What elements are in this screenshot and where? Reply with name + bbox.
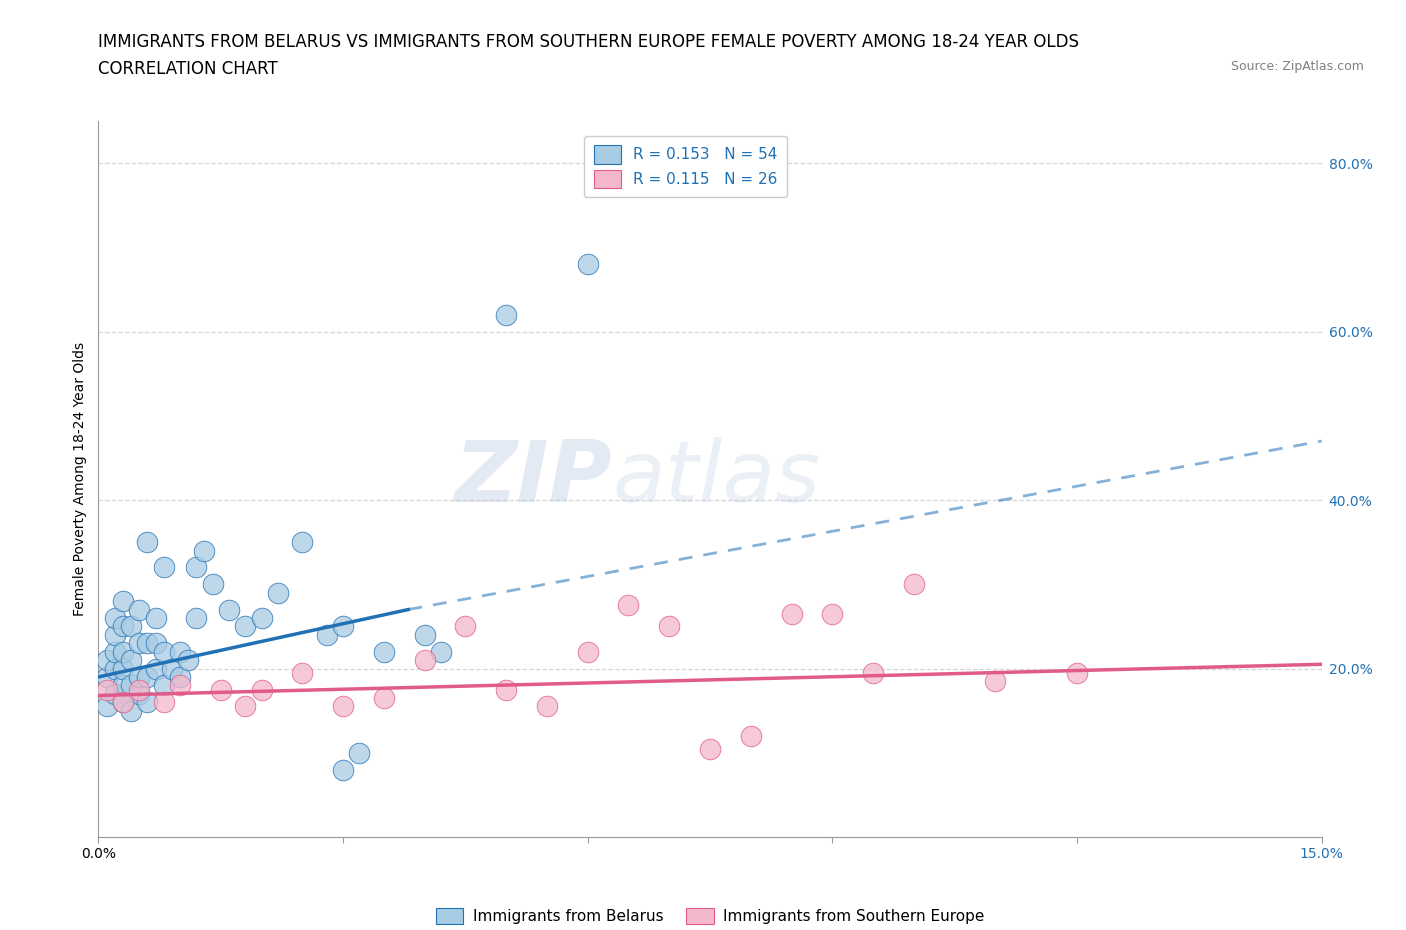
Point: [136, 670, 159, 684]
Point: [136, 695, 159, 710]
Point: [291, 665, 314, 680]
Point: [136, 535, 159, 550]
Point: [152, 695, 174, 710]
Point: [120, 703, 142, 718]
Point: [96, 670, 118, 684]
Point: [96, 699, 118, 714]
Point: [145, 636, 167, 651]
Point: [145, 661, 167, 676]
Point: [193, 543, 215, 558]
Point: [104, 644, 127, 659]
Point: [454, 619, 477, 634]
Point: [104, 661, 127, 676]
Point: [145, 610, 167, 625]
Point: [576, 257, 599, 272]
Point: [821, 606, 844, 621]
Point: [111, 661, 134, 676]
Point: [96, 653, 118, 668]
Legend: Immigrants from Belarus, Immigrants from Southern Europe: Immigrants from Belarus, Immigrants from…: [430, 902, 990, 930]
Point: [291, 535, 314, 550]
Point: [136, 636, 159, 651]
Point: [658, 619, 681, 634]
Point: [186, 610, 208, 625]
Text: atlas: atlas: [612, 437, 820, 521]
Point: [160, 661, 183, 676]
Point: [169, 670, 191, 684]
Point: [332, 763, 354, 777]
Text: ZIP: ZIP: [454, 437, 612, 521]
Y-axis label: Female Poverty Among 18-24 Year Olds: Female Poverty Among 18-24 Year Olds: [73, 342, 87, 616]
Point: [96, 682, 118, 697]
Point: [111, 644, 134, 659]
Point: [267, 585, 290, 600]
Point: [218, 602, 240, 617]
Point: [250, 682, 273, 697]
Point: [128, 670, 150, 684]
Point: [617, 598, 640, 613]
Point: [233, 619, 256, 634]
Point: [104, 610, 127, 625]
Point: [780, 606, 803, 621]
Point: [250, 610, 273, 625]
Text: IMMIGRANTS FROM BELARUS VS IMMIGRANTS FROM SOUTHERN EUROPE FEMALE POVERTY AMONG : IMMIGRANTS FROM BELARUS VS IMMIGRANTS FR…: [98, 33, 1080, 50]
Point: [373, 691, 395, 706]
Point: [315, 628, 337, 643]
Point: [430, 644, 453, 659]
Point: [209, 682, 232, 697]
Point: [111, 695, 134, 710]
Point: [120, 678, 142, 693]
Point: [152, 560, 174, 575]
Text: Source: ZipAtlas.com: Source: ZipAtlas.com: [1230, 60, 1364, 73]
Point: [177, 653, 200, 668]
Point: [128, 682, 150, 697]
Point: [152, 644, 174, 659]
Point: [111, 695, 134, 710]
Point: [120, 619, 142, 634]
Point: [111, 619, 134, 634]
Point: [373, 644, 395, 659]
Point: [349, 745, 371, 760]
Point: [495, 307, 517, 322]
Point: [332, 699, 354, 714]
Point: [984, 673, 1007, 688]
Point: [186, 560, 208, 575]
Point: [495, 682, 517, 697]
Point: [740, 728, 762, 743]
Point: [152, 678, 174, 693]
Point: [536, 699, 558, 714]
Point: [1066, 665, 1088, 680]
Point: [120, 653, 142, 668]
Point: [413, 653, 436, 668]
Point: [413, 628, 436, 643]
Point: [169, 644, 191, 659]
Point: [128, 636, 150, 651]
Text: CORRELATION CHART: CORRELATION CHART: [98, 60, 278, 78]
Point: [903, 577, 925, 591]
Point: [104, 628, 127, 643]
Point: [332, 619, 354, 634]
Point: [576, 644, 599, 659]
Point: [128, 602, 150, 617]
Point: [104, 686, 127, 701]
Point: [862, 665, 884, 680]
Point: [111, 678, 134, 693]
Point: [169, 678, 191, 693]
Point: [128, 686, 150, 701]
Point: [111, 593, 134, 608]
Point: [699, 741, 721, 756]
Point: [201, 577, 224, 591]
Point: [233, 699, 256, 714]
